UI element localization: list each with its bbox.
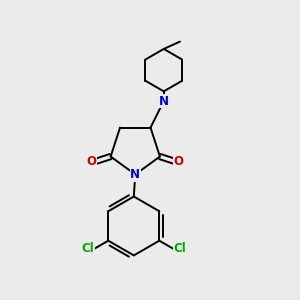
Text: Cl: Cl <box>81 242 94 255</box>
Text: O: O <box>87 155 97 168</box>
Text: O: O <box>174 155 184 168</box>
Text: N: N <box>130 168 140 181</box>
Text: Cl: Cl <box>173 242 186 255</box>
Text: N: N <box>159 94 169 108</box>
